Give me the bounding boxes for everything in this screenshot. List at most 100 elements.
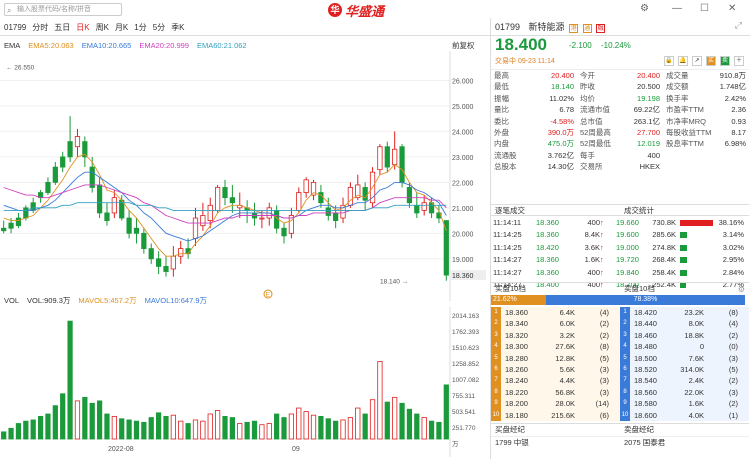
tick-price: 18.420 [536, 242, 559, 252]
sell-broker[interactable]: 2075 国泰君 [620, 437, 749, 448]
tick-row: 11:14:27 18.360 1.6K ↑ 19.720 268.4K 2.95% [491, 254, 749, 266]
tab-period-selected[interactable]: 日K [76, 22, 90, 32]
order-row: 7 18.240 4.4K (3) [491, 375, 620, 387]
order-row: 3 18.320 3.2K (2) [491, 329, 620, 342]
quote-stat: 股息率TTM 6.98% [663, 138, 749, 149]
tab-period[interactable]: 季K [171, 22, 185, 32]
quote-stat-value: 1.748亿 [719, 82, 746, 92]
share-icon[interactable]: ↗ [692, 56, 702, 66]
adjust-dropdown[interactable]: 前复权 [452, 41, 475, 50]
quote-stat: 交易所 HKEX [577, 161, 663, 172]
volume-axis-label: 503.541 [452, 409, 476, 416]
candle-body [111, 197, 117, 214]
quote-stat: 最低 18.140 [491, 81, 577, 92]
quote-stat: 市净率MRQ 0.93 [663, 116, 749, 127]
buy-broker[interactable]: 1799 中银 [491, 437, 620, 448]
order-count: (3) [728, 387, 738, 397]
order-count: (3) [599, 364, 609, 374]
quote-stat-label: 委比 [494, 116, 509, 126]
volume-axis-label: 1762.393 [452, 329, 479, 336]
candle-body [163, 266, 169, 272]
quote-stat: 振幅 11.02% [491, 93, 577, 104]
order-price: 18.300 [505, 342, 528, 352]
tab-trade-stats[interactable]: 成交统计 [624, 206, 654, 215]
order-volume: 6.0K [559, 319, 575, 329]
price-axis-label: 21.000 [452, 206, 474, 213]
stat-bar [680, 229, 714, 241]
candle-body [259, 217, 265, 220]
expand-icon[interactable]: ⤢ [734, 20, 742, 30]
broker-row: 1799 中银 2075 国泰君 [491, 436, 749, 448]
quote-stat-value: HKEX [639, 162, 660, 172]
volume-bar [141, 421, 147, 440]
quote-stat-label: 成交量 [666, 71, 689, 80]
order-row: 8 18.220 56.8K (3) [491, 386, 620, 399]
search-input[interactable]: ⌕ 输入股票代码/名称/拼音 [4, 3, 122, 16]
order-row: 10 18.180 215.6K (6) [491, 409, 620, 421]
candle-body [414, 204, 420, 214]
quote-stat-value: 18.140 [551, 82, 574, 92]
tab-period[interactable]: 分时 [32, 22, 49, 32]
ema5-line [3, 153, 447, 257]
order-level: 10 [491, 409, 501, 421]
close-icon[interactable]: ✕ [728, 3, 737, 14]
ema60-line [3, 202, 447, 211]
quote-stats-row: 内盘 475.0万 52周最低 12.019 股息率TTM 6.98% [491, 138, 749, 149]
tick-time: 11:14:27 [493, 255, 522, 265]
add-favorite-icon[interactable]: ＋ [734, 56, 744, 66]
quote-stat-label: 昨收 [580, 82, 595, 92]
order-price: 18.540 [634, 376, 657, 386]
ema60-legend: EMA60:21.062 [196, 40, 247, 50]
quote-stat-label: 股息率TTM [666, 139, 704, 149]
settings-icon[interactable]: ⚙ [640, 3, 649, 14]
order-price: 18.580 [634, 399, 657, 409]
candle-body [96, 184, 103, 214]
sell-icon[interactable]: 卖 [720, 56, 730, 66]
tab-period[interactable]: 月K [114, 22, 129, 32]
order-price: 18.420 [634, 308, 657, 317]
orderbook-settings-icon[interactable]: ⚙ [737, 285, 745, 294]
volume-bar [207, 413, 213, 440]
quote-stat [663, 150, 749, 161]
broker-tabs: 买盘经纪 卖盘经纪 [491, 423, 749, 435]
order-count: (6) [599, 410, 609, 420]
volume-bar [30, 419, 36, 440]
tab-period[interactable]: 五日 [54, 22, 71, 32]
kline-chart[interactable]: EMA EMA5:20.063 EMA10:20.665 EMA20:20.99… [0, 37, 488, 459]
volume-bar [281, 417, 287, 440]
buy-icon[interactable]: 买 [706, 56, 716, 66]
tab-ticks[interactable]: 逐笔成交 [495, 206, 525, 215]
quote-stats-row: 总股本 14.30亿 交易所 HKEX [491, 161, 749, 172]
candle-body [207, 204, 213, 221]
stock-code-label: 01799 [4, 22, 27, 32]
volume-bar [133, 420, 140, 440]
lock-icon[interactable]: 🔒 [664, 56, 674, 66]
volume-bar [23, 420, 29, 440]
search-icon: ⌕ [7, 6, 12, 15]
candle-body [362, 187, 368, 201]
tab-period[interactable]: 5分 [152, 22, 166, 32]
candle-body [104, 212, 110, 221]
volume-bar [340, 419, 346, 440]
quote-stats-row: 量比 6.78 流通市值 69.22亿 市盈率TTM 2.36 [491, 104, 749, 115]
buy-broker-name: 中银 [513, 438, 529, 447]
quote-stat: 流通股 3.762亿 [491, 150, 577, 161]
quote-stat-value: 3.762亿 [547, 150, 574, 160]
ticks-list: 11:14:11 18.360 400 ↑ 19.660 730.8K 38.16% 11:1… [491, 217, 749, 291]
tab-period[interactable]: 周K [95, 22, 109, 32]
stat-pct: 2.77% [722, 279, 744, 289]
order-price: 18.600 [634, 410, 657, 420]
quote-stat: 成交量 910.8万 [663, 70, 749, 81]
alert-icon[interactable]: 🔔 [678, 56, 688, 66]
maximize-icon[interactable]: ☐ [700, 3, 709, 14]
order-level: 2 [491, 318, 501, 330]
up-arrow-icon: ↑ [600, 267, 604, 277]
quote-stats-row: 最高 20.400 今开 20.400 成交量 910.8万 [491, 70, 749, 81]
candle-body [325, 207, 331, 216]
order-level: 3 [620, 329, 630, 342]
tab-period[interactable]: 1分 [134, 22, 147, 32]
minimize-icon[interactable]: — [672, 3, 682, 14]
connect-badge: 通 [582, 24, 592, 33]
volume-bar [52, 405, 58, 440]
candle-body [60, 156, 66, 168]
